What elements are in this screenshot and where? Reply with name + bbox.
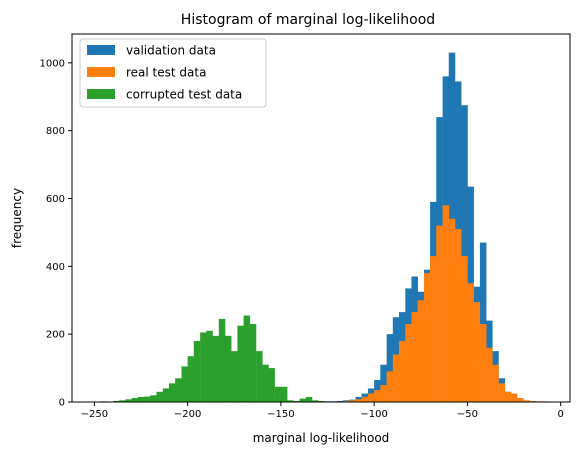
bar-series1-bin19: [461, 256, 468, 402]
bar-series2-bin15: [200, 332, 207, 402]
bar-series2-bin22: [243, 315, 251, 402]
bar-series2-bin31: [299, 398, 307, 402]
legend-frame: [79, 38, 267, 108]
bar-series2-bin7: [150, 395, 157, 402]
bar-series1-bin3: [361, 396, 369, 402]
bar-series2-bin34: [318, 400, 325, 402]
bar-series2-bin1: [113, 400, 120, 402]
plot-frame: [71, 33, 571, 403]
legend-label: real test data: [126, 66, 206, 80]
bar-series1-bin24: [492, 364, 499, 402]
bar-series1-bin16: [442, 205, 450, 402]
legend-items: validation data real test data corrupted t…: [87, 44, 242, 102]
x-tick-label: −150: [267, 409, 294, 420]
x-axis-ticks: −250 −200 −150 −100 −50 0: [81, 402, 564, 420]
bar-series1-bin5: [374, 390, 381, 402]
bar-series1-bin18: [454, 229, 462, 402]
x-tick-label: −50: [457, 409, 478, 420]
bar-series1-bin7: [386, 371, 394, 402]
bar-series1-bin21: [473, 301, 481, 402]
bar-series1-bin11: [411, 312, 418, 402]
bar-series2-bin29: [287, 400, 294, 402]
bar-series2-bin5: [137, 396, 145, 402]
bar-series2-bin27: [274, 386, 282, 402]
bar-series1-bin0: [343, 400, 350, 402]
bar-series1-bin6: [380, 385, 387, 402]
bar-series2-bin9: [162, 388, 170, 402]
bar-series1-bin23: [486, 347, 493, 402]
bar-series2-bin28: [280, 386, 288, 402]
y-tick-label: 600: [46, 194, 65, 205]
bar-series1-bin17: [448, 218, 456, 402]
x-tick-label: −200: [174, 409, 201, 420]
bar-series1-bin22: [479, 323, 487, 402]
y-axis-label: frequency: [10, 188, 24, 248]
y-tick-label: 400: [46, 262, 65, 273]
bar-series1-bin28: [517, 397, 524, 402]
bar-series2-bin14: [193, 340, 201, 402]
bar-series1-bin26: [504, 391, 512, 402]
bar-series2-bin12: [181, 366, 189, 402]
bar-series2-bin25: [262, 364, 269, 402]
bar-series2-bin23: [249, 323, 257, 402]
legend-swatch: [87, 89, 115, 99]
bar-series1-bin20: [467, 283, 474, 402]
bar-series2-bin6: [144, 396, 151, 402]
bar-series2-bin11: [175, 378, 182, 402]
bar-series1-bin25: [498, 383, 506, 402]
legend-label: validation data: [126, 44, 216, 58]
chart-title: Histogram of marginal log-likelihood: [181, 12, 435, 28]
bar-series2-bin13: [187, 356, 195, 402]
bars-layer: [100, 52, 555, 403]
legend: validation data real test data corrupted t…: [79, 38, 267, 108]
bar-series2-bin17: [212, 335, 219, 402]
x-tick-label: 0: [557, 409, 563, 420]
bar-series1-bin12: [417, 300, 425, 402]
bar-series1-bin2: [355, 399, 363, 402]
y-tick-label: 800: [46, 126, 65, 137]
bar-series1-bin30: [529, 400, 537, 402]
bar-series1-bin29: [523, 400, 530, 402]
bar-series2-bin16: [206, 330, 213, 402]
legend-swatch: [87, 67, 115, 77]
bar-series1-bin13: [423, 273, 431, 402]
bar-series2-bin30: [293, 400, 300, 402]
bar-series2-bin21: [237, 325, 244, 402]
bar-series2-bin32: [305, 396, 313, 402]
bar-series2-bin10: [168, 383, 176, 402]
bar-series1-bin8: [392, 354, 400, 402]
bar-series1-bin1: [349, 400, 356, 402]
bar-series2-bin20: [231, 351, 238, 402]
bar-series2-bin18: [218, 318, 226, 402]
bar-series1-bin15: [436, 225, 443, 402]
bar-series0-bin2: [336, 400, 344, 402]
bar-series2-bin24: [256, 351, 263, 402]
bar-series2-bin3: [125, 399, 133, 402]
bar-series0-bin9: [380, 364, 387, 402]
y-axis-ticks: 0 200 400 600 800 1000: [40, 58, 72, 409]
bar-series0-bin10: [386, 334, 394, 402]
bar-series2-bin33: [312, 400, 319, 402]
bar-series2-bin26: [268, 368, 275, 402]
bar-series2-bin8: [156, 391, 164, 402]
bar-series0-bin25: [479, 242, 487, 402]
y-tick-label: 200: [46, 330, 65, 341]
bar-series1-bin27: [510, 393, 518, 402]
x-tick-label: −250: [81, 409, 108, 420]
x-axis-label: marginal log-likelihood: [253, 431, 390, 445]
x-tick-label: −100: [360, 409, 387, 420]
bar-series1-bin10: [405, 323, 412, 402]
bar-series1-bin9: [398, 340, 406, 402]
bar-series0-bin22: [461, 105, 468, 402]
y-tick-label: 0: [59, 398, 65, 409]
bar-series2-bin4: [131, 397, 139, 402]
y-tick-label: 1000: [40, 58, 65, 69]
legend-label: corrupted test data: [126, 88, 242, 102]
bar-series1-bin14: [430, 256, 437, 402]
legend-swatch: [87, 45, 115, 55]
bar-series1-bin4: [368, 393, 375, 402]
bar-series2-bin19: [224, 335, 232, 402]
bar-series2-bin2: [119, 400, 126, 402]
